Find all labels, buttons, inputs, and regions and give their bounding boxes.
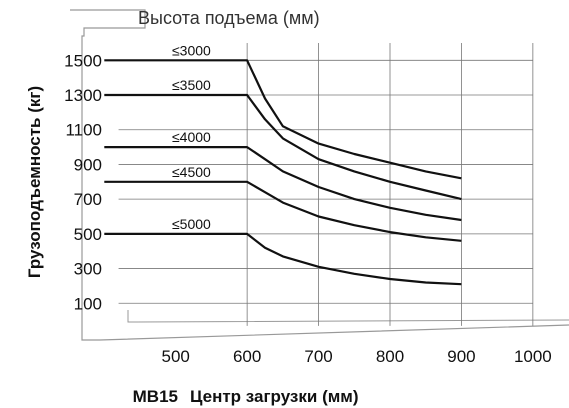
load-curves <box>104 59 462 286</box>
x-axis-label: Центр загрузки (мм) <box>190 387 359 406</box>
grid <box>118 42 534 326</box>
x-tick-1000: 1000 <box>514 347 552 366</box>
x-tick-900: 900 <box>447 347 475 366</box>
y-tick-1100: 1100 <box>65 121 102 140</box>
y-axis-ticks: 100 300 500 700 900 1100 1300 1500 <box>64 51 102 313</box>
curve-5 <box>104 232 462 286</box>
mast-outline-shape <box>70 9 569 341</box>
x-axis-ticks: 500 600 700 800 900 1000 <box>162 347 552 366</box>
curve-label-1: ≤3000 <box>172 42 211 58</box>
y-tick-700: 700 <box>74 190 102 209</box>
x-tick-500: 500 <box>162 347 190 366</box>
y-tick-500: 500 <box>74 225 102 244</box>
x-tick-600: 600 <box>233 347 261 366</box>
curve-4 <box>104 180 462 242</box>
chart-title: Высота подъема (мм) <box>138 8 320 28</box>
y-tick-1300: 1300 <box>64 86 102 105</box>
curve-3 <box>104 146 462 222</box>
y-tick-1500: 1500 <box>64 51 102 70</box>
x-tick-800: 800 <box>376 347 404 366</box>
y-axis-label: Грузоподъемность (кг) <box>25 86 44 278</box>
mast-inner-shape <box>127 310 569 323</box>
curve-label-4: ≤4500 <box>172 164 211 180</box>
curve-labels: ≤3000 ≤3500 ≤4000 ≤4500 ≤5000 <box>172 42 211 232</box>
curve-1 <box>104 59 462 180</box>
curve-label-5: ≤5000 <box>172 216 211 232</box>
y-tick-100: 100 <box>74 294 102 313</box>
curve-label-3: ≤4000 <box>172 129 211 145</box>
y-tick-300: 300 <box>74 260 102 279</box>
y-tick-900: 900 <box>74 155 102 174</box>
curve-label-2: ≤3500 <box>172 77 211 93</box>
x-tick-700: 700 <box>304 347 332 366</box>
curve-2 <box>104 93 462 201</box>
model-label: MB15 <box>133 387 178 406</box>
